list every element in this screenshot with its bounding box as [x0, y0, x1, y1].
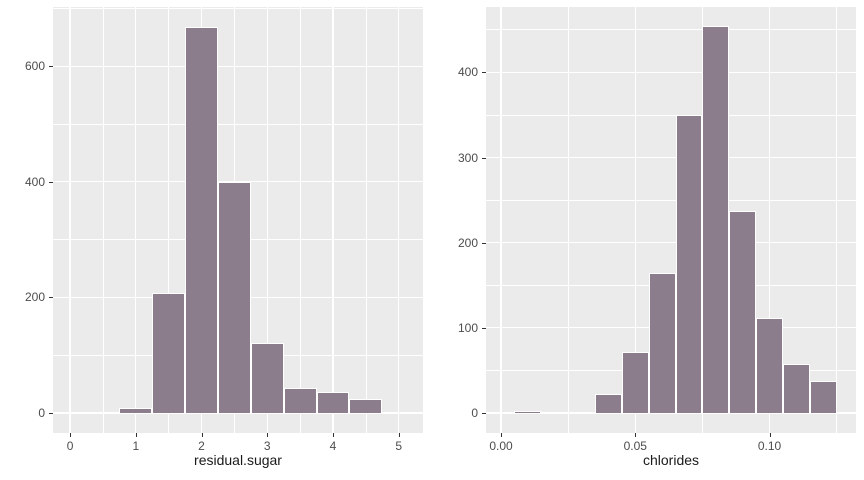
histogram-bar [595, 394, 622, 414]
y-tick-label: 400 [24, 174, 45, 189]
gridline-minor-horizontal [53, 123, 423, 125]
histogram-bar [621, 351, 649, 414]
x-axis-tick [635, 433, 637, 437]
y-axis-tick [482, 327, 486, 329]
x-axis-tick [201, 433, 203, 437]
gridline-minor-horizontal [486, 29, 856, 31]
y-tick-label: 400 [457, 65, 478, 80]
gridline-major-vertical [135, 7, 137, 433]
gridline-minor-horizontal [53, 8, 423, 9]
y-tick-label: 200 [457, 235, 478, 250]
y-tick-label: 100 [457, 320, 478, 335]
histogram-bar [756, 317, 783, 414]
gridline-minor-vertical [567, 7, 569, 433]
gridline-major-horizontal [53, 181, 423, 183]
histogram-bar [250, 342, 284, 413]
x-tick-label: 5 [395, 439, 403, 453]
histogram-bar [702, 26, 730, 414]
x-tick-label: 0 [66, 439, 74, 453]
x-axis-tick [267, 433, 269, 437]
gridline-major-horizontal [53, 65, 423, 67]
y-tick-label: 0 [471, 406, 478, 421]
y-axis-tick [49, 413, 53, 414]
gridline-minor-horizontal [486, 114, 856, 116]
gridline-major-vertical [398, 7, 400, 433]
gridline-major-vertical [69, 7, 71, 433]
y-axis-tick [49, 181, 53, 183]
y-axis-tick [482, 72, 486, 74]
gridline-minor-vertical [102, 7, 104, 433]
plot-panel [53, 7, 423, 433]
x-axis-tick [501, 433, 503, 437]
x-tick-label: 3 [263, 439, 271, 453]
y-axis-tick [49, 297, 53, 299]
y-tick-label: 200 [24, 290, 45, 305]
histogram-bar [283, 387, 317, 413]
x-tick-label: 1 [132, 439, 140, 453]
x-tick-label: 0.00 [489, 439, 513, 453]
histogram-bar [514, 411, 542, 414]
x-tick-label: 0.05 [623, 439, 647, 453]
y-axis-tick [482, 242, 486, 244]
x-tick-label: 0.10 [757, 439, 782, 453]
x-axis-title-residual-sugar: residual.sugar [194, 452, 282, 468]
y-tick-label: 300 [457, 150, 478, 165]
gridline-major-vertical [332, 7, 334, 433]
gridline-major-horizontal [486, 242, 856, 244]
plot-panel [486, 7, 856, 433]
x-axis-tick [135, 433, 137, 437]
x-tick-label: 2 [198, 439, 205, 453]
histogram-bar [185, 26, 218, 413]
gridline-minor-vertical [299, 7, 301, 433]
y-axis-tick [482, 157, 486, 159]
gridline-major-horizontal [486, 71, 856, 73]
histogram-bar [349, 398, 383, 413]
histogram-bar [648, 272, 676, 414]
gridline-minor-vertical [365, 7, 367, 433]
x-axis-tick [332, 433, 334, 437]
histogram-bar [217, 181, 251, 413]
histogram-residual-sugar: 0 1 2 3 4 5 0 200 400 600 [24, 7, 423, 453]
histogram-bar [119, 408, 153, 413]
y-tick-label: 600 [24, 59, 45, 74]
histogram-chlorides: 0.00 0.05 0.10 0 100 200 300 400 [432, 0, 864, 480]
x-axis-title-chlorides: chlorides [642, 452, 700, 468]
gridline-major-horizontal [486, 412, 856, 414]
gridline-minor-vertical [168, 7, 170, 433]
x-axis-tick [769, 433, 771, 437]
gridline-minor-vertical [836, 7, 838, 433]
gridline-major-horizontal [486, 156, 856, 159]
histogram-bar [675, 114, 703, 414]
histogram-bar [316, 391, 350, 413]
y-axis-tick [49, 66, 53, 68]
x-tick-label: 4 [329, 439, 337, 453]
y-tick-label: 0 [38, 406, 45, 420]
histogram-bar [809, 380, 837, 414]
gridline-major-vertical [634, 7, 636, 433]
histogram-bar [152, 292, 186, 413]
gridline-major-vertical [500, 7, 502, 433]
gridline-minor-horizontal [486, 199, 856, 201]
histogram-bar [729, 211, 757, 414]
gridline-major-vertical [266, 7, 268, 433]
x-axis-tick [70, 433, 72, 437]
histogram-bar [782, 363, 810, 414]
y-axis-tick [482, 413, 486, 415]
gridline-major-vertical [768, 7, 771, 433]
x-axis-tick [398, 433, 400, 437]
